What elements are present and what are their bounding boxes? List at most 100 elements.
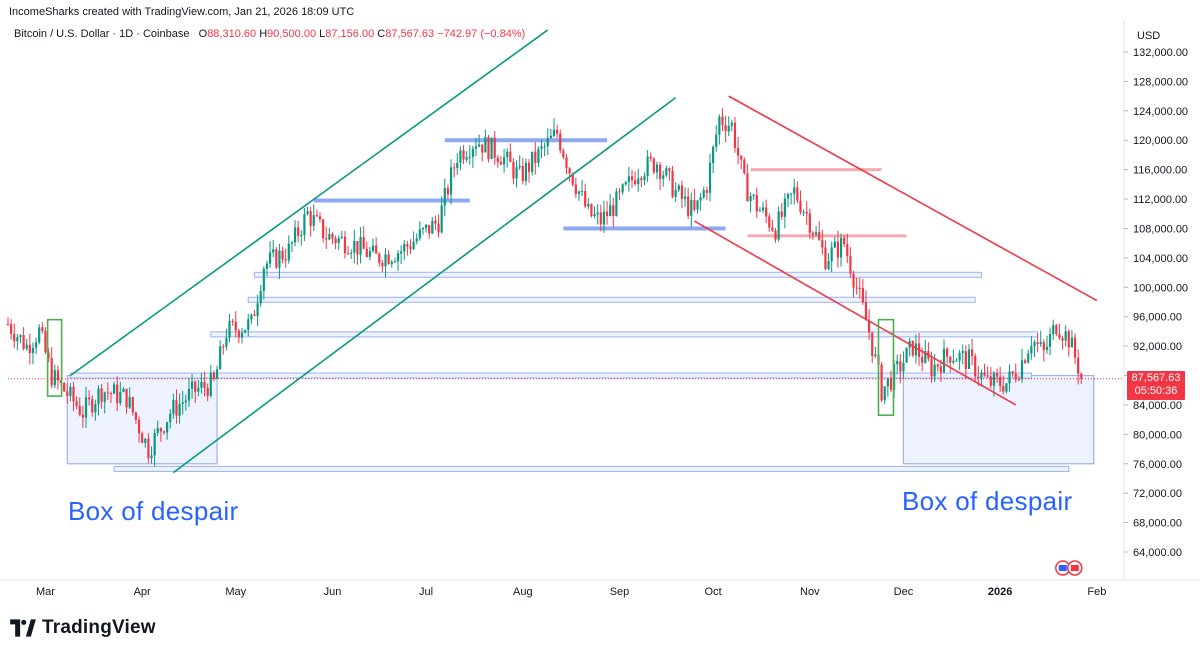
candle-body	[325, 238, 328, 240]
candle-body	[88, 397, 91, 400]
candle-body	[1077, 357, 1080, 374]
candle-body	[740, 155, 743, 160]
candle-body	[643, 176, 646, 181]
candle-body	[471, 148, 474, 157]
candle-body	[930, 358, 933, 377]
candle-body	[1036, 342, 1039, 345]
candle-body	[556, 129, 559, 134]
candle-body	[977, 376, 980, 378]
candle-body	[346, 253, 350, 255]
candle-body	[109, 393, 113, 395]
candle-body	[100, 388, 103, 402]
currency-label[interactable]: USD	[1137, 30, 1161, 42]
candle-body	[855, 287, 858, 289]
candle-body	[868, 320, 871, 333]
candle-body	[125, 388, 128, 408]
candle-body	[81, 414, 84, 418]
candle-body	[559, 133, 562, 151]
candle-body	[989, 376, 992, 386]
candle-body	[484, 137, 487, 153]
candle-body	[627, 176, 630, 183]
candle-body	[949, 356, 952, 363]
candle-body	[995, 373, 999, 377]
candle-body	[1024, 360, 1027, 363]
candle-body	[1033, 342, 1036, 347]
high-value: 90,500.00	[267, 28, 317, 40]
x-tick-label: Feb	[1087, 586, 1106, 598]
candle-body	[599, 212, 602, 225]
candle-body	[658, 164, 662, 179]
candle-body	[297, 227, 300, 237]
support-level	[313, 198, 470, 203]
candle-body	[743, 159, 746, 174]
candle-body	[446, 188, 450, 195]
candle-body	[752, 194, 755, 197]
box-of-despair-label-left: Box of despair	[68, 496, 239, 526]
candle-body	[428, 224, 431, 234]
candle-body	[602, 211, 606, 225]
candle-body	[727, 125, 730, 132]
candle-body	[768, 216, 771, 228]
candle-body	[13, 333, 16, 342]
candle-body	[1011, 371, 1014, 374]
candle-body	[886, 378, 889, 387]
upper-downtrend-line	[728, 95, 1098, 302]
candle-body	[412, 241, 415, 249]
candle-body	[584, 191, 587, 207]
candle-body	[640, 178, 643, 181]
candle-body	[518, 165, 521, 168]
candle-body	[281, 250, 284, 260]
candle-body	[708, 162, 712, 193]
candle-body	[434, 220, 437, 224]
candle-body	[736, 147, 740, 156]
candle-body	[849, 255, 852, 274]
candle-body	[702, 190, 705, 198]
candle-body	[318, 216, 322, 220]
candle-body	[315, 215, 318, 217]
candle-body	[1080, 373, 1083, 379]
trendlines	[8, 29, 1124, 576]
candle-body	[587, 204, 590, 207]
candle-body	[72, 386, 75, 402]
candle-body	[902, 362, 905, 372]
candle-body	[78, 406, 81, 415]
candle-body	[453, 167, 456, 169]
candle-body	[562, 150, 565, 158]
candle-body	[771, 227, 774, 231]
candle-body	[268, 252, 272, 264]
candle-body	[340, 236, 343, 238]
green-highlight-box	[46, 318, 63, 397]
candle-body	[839, 238, 843, 258]
candle-body	[746, 173, 749, 202]
candle-body	[543, 146, 546, 148]
candle-body	[721, 116, 724, 125]
candle-body	[914, 343, 918, 356]
high-label: H	[259, 28, 268, 40]
candle-body	[883, 386, 886, 401]
candle-body	[421, 228, 425, 230]
candle-body	[992, 373, 996, 386]
candle-body	[687, 196, 690, 216]
candle-body	[802, 211, 805, 213]
candle-body	[1055, 325, 1058, 335]
candle-body	[1027, 353, 1030, 363]
candle-body	[755, 194, 758, 212]
resistance-level	[750, 168, 882, 172]
candle-body	[231, 320, 234, 322]
candle-body	[677, 185, 680, 190]
tradingview-footer[interactable]: TradingView	[10, 617, 156, 639]
candle-body	[808, 213, 811, 233]
candle-body	[967, 349, 971, 369]
horizontal-levels	[69, 138, 1070, 472]
candle-body	[793, 187, 796, 194]
x-tick-label: Dec	[894, 586, 914, 598]
candle-body	[403, 244, 406, 252]
candle-body	[577, 191, 581, 194]
candle-body	[390, 261, 393, 264]
candle-body	[206, 387, 209, 396]
candle-body	[116, 384, 119, 403]
candle-body	[836, 241, 840, 258]
candle-body	[540, 146, 543, 149]
candle-body	[786, 194, 790, 199]
